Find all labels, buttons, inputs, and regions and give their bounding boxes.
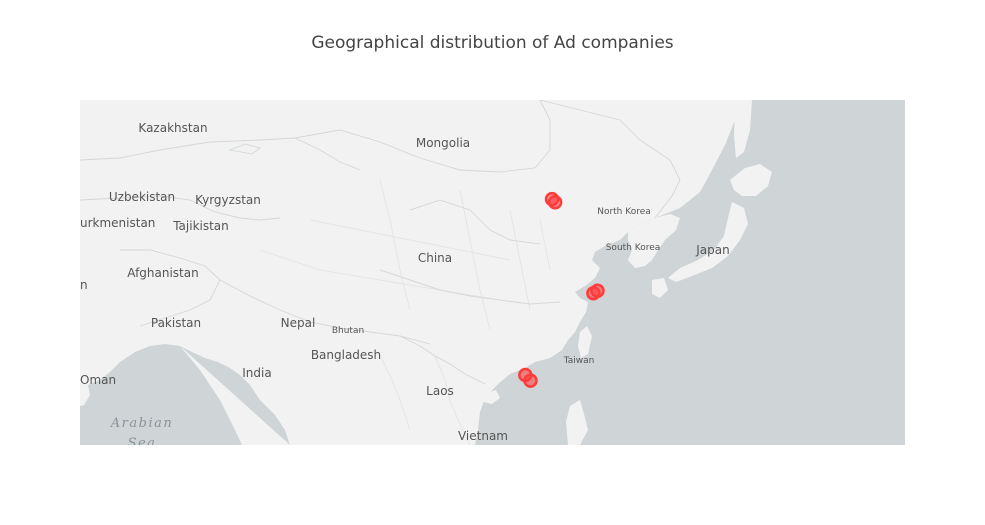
label-taiwan: Taiwan: [563, 356, 595, 366]
border-mongolia-south: [294, 100, 551, 173]
label-kazakhstan: Kazakhstan: [138, 121, 207, 135]
border-india-china: [219, 279, 431, 345]
sakhalin-island: [734, 100, 752, 158]
korea-peninsula: [628, 214, 680, 268]
border-china-northeast: [539, 100, 681, 219]
country-labels: Kazakhstan Mongolia Uzbekistan Kyrgyzsta…: [80, 121, 730, 445]
philippines-luzon: [566, 400, 588, 445]
label-tajikistan: Tajikistan: [172, 219, 229, 233]
chart-title: Geographical distribution of Ad companie…: [311, 33, 674, 53]
mainland-asia-landmass: [80, 100, 740, 445]
border-kazakhstan-china: [80, 137, 361, 171]
label-bhutan: Bhutan: [332, 326, 364, 336]
label-arabian-sea: Arabian: [110, 416, 173, 431]
label-nepal: Nepal: [281, 316, 316, 330]
taiwan-island: [578, 326, 592, 358]
label-arabian-sea-2: Sea: [128, 436, 157, 445]
label-pakistan: Pakistan: [151, 316, 201, 330]
china-provinces: [259, 179, 551, 331]
border-central-asia: [80, 195, 281, 221]
label-oman: Oman: [80, 373, 116, 387]
label-uzbekistan: Uzbekistan: [109, 190, 175, 204]
japan-hokkaido: [730, 164, 772, 196]
border-laos-vietnam: [434, 355, 471, 445]
border-myanmar: [379, 354, 411, 431]
label-vietnam: Vietnam: [458, 429, 508, 443]
label-india: India: [242, 366, 271, 380]
label-mongolia: Mongolia: [416, 136, 470, 150]
arabian-peninsula: [80, 385, 90, 406]
india-peninsula: [180, 346, 430, 445]
company-marker[interactable]: [547, 194, 563, 210]
border-china-southeast-asia: [399, 335, 486, 385]
yangtze-river: [379, 269, 561, 305]
yellow-river: [409, 199, 541, 245]
label-south-korea: South Korea: [606, 243, 661, 253]
label-iran-partial: n: [80, 278, 88, 292]
label-laos: Laos: [426, 384, 454, 398]
lake-balkhash: [228, 143, 262, 155]
label-japan: Japan: [695, 243, 729, 257]
label-bangladesh: Bangladesh: [311, 348, 381, 362]
label-turkmenistan: urkmenistan: [80, 216, 155, 230]
company-markers: [518, 191, 605, 388]
japan-honshu: [668, 202, 748, 282]
hainan-island: [484, 390, 500, 404]
label-kyrgyzstan: Kyrgyzstan: [195, 193, 261, 207]
label-afghanistan: Afghanistan: [127, 266, 198, 280]
map-canvas[interactable]: Kazakhstan Mongolia Uzbekistan Kyrgyzsta…: [80, 100, 905, 445]
label-north-korea: North Korea: [597, 207, 651, 217]
company-marker[interactable]: [523, 373, 538, 388]
company-marker[interactable]: [586, 285, 601, 301]
japan-kyushu: [652, 278, 668, 298]
map-plot-area[interactable]: Kazakhstan Mongolia Uzbekistan Kyrgyzsta…: [80, 100, 905, 445]
label-china: China: [418, 251, 452, 265]
